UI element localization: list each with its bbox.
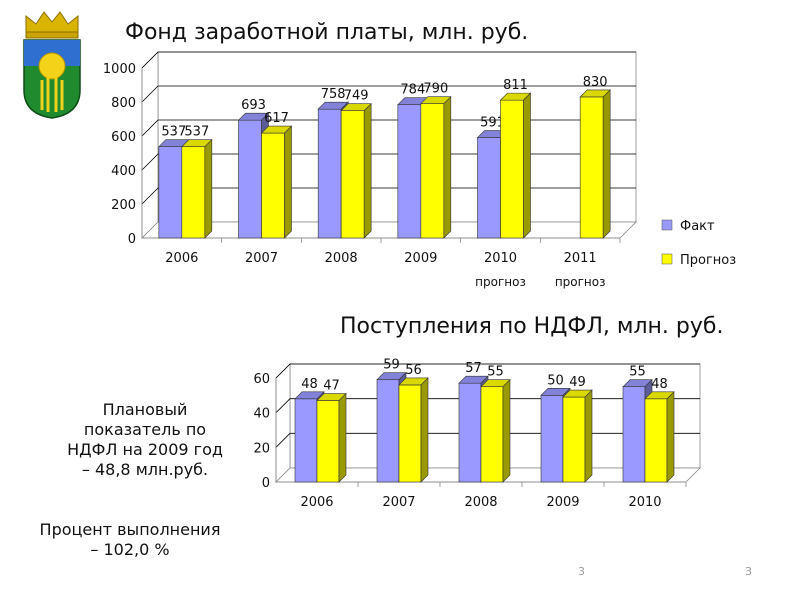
data-label: 758 <box>321 87 346 102</box>
bar-forecast <box>644 398 668 483</box>
x-tick-label: 2006 <box>165 251 198 266</box>
data-label: 790 <box>423 82 448 97</box>
gridline <box>141 119 636 137</box>
crown-icon <box>25 11 79 39</box>
plan-note-line: Плановый <box>102 400 188 419</box>
x-tick-label: 2008 <box>464 495 497 510</box>
y-tick-label: 60 <box>253 372 270 387</box>
y-tick-label: 600 <box>111 130 136 145</box>
data-label: 749 <box>344 89 369 104</box>
coat-of-arms-logo <box>23 11 81 119</box>
percent-note-line: – 102,0 % <box>90 540 170 559</box>
x-tick-sublabel: прогноз <box>475 275 526 289</box>
bar-side <box>443 95 452 239</box>
x-tick-label: 2008 <box>325 251 358 266</box>
x-tick-label: 2011 <box>564 251 597 266</box>
y-tick-label: 40 <box>253 407 270 422</box>
percent-note: Процент выполнения – 102,0 % <box>15 520 245 560</box>
plot-side-wall <box>275 363 291 483</box>
data-label: 56 <box>405 363 422 378</box>
plan-note: Плановый показатель по НДФЛ на 2009 год … <box>40 400 250 480</box>
percent-note-line: Процент выполнения <box>39 520 221 539</box>
shield-icon <box>23 39 81 119</box>
data-label: 48 <box>301 377 318 392</box>
x-tick-sublabel: прогноз <box>555 275 606 289</box>
x-tick-label: 2009 <box>404 251 437 266</box>
y-tick-label: 400 <box>111 164 136 179</box>
data-label: 591 <box>480 116 505 131</box>
data-label: 57 <box>465 361 482 376</box>
x-tick-label: 2010 <box>484 251 517 266</box>
bar-forecast <box>562 396 586 483</box>
y-tick-label: 200 <box>111 198 136 213</box>
bar-side <box>584 389 593 483</box>
bar-side <box>666 391 675 483</box>
x-tick-label: 2010 <box>628 495 661 510</box>
data-label: 693 <box>241 98 266 113</box>
legend-label: Факт <box>680 219 715 234</box>
data-label: 55 <box>487 365 504 380</box>
bar-side <box>363 102 372 239</box>
y-tick-label: 0 <box>262 476 270 491</box>
bar-fact <box>376 379 400 483</box>
bar-side <box>284 125 292 239</box>
x-tick-label: 2007 <box>245 251 278 266</box>
bar-side <box>502 378 511 483</box>
bar-fact <box>540 395 564 483</box>
chart1-title: Фонд заработной платы, млн. руб. <box>125 20 529 45</box>
gridline <box>275 363 700 379</box>
data-label: 49 <box>569 375 586 390</box>
data-label: 50 <box>547 373 564 388</box>
data-label: 811 <box>503 78 528 93</box>
y-tick-label: 20 <box>253 441 270 456</box>
gridline <box>141 187 636 205</box>
x-tick-label: 2009 <box>546 495 579 510</box>
page-number: 3 <box>745 565 752 578</box>
bar-forecast <box>316 400 340 483</box>
plan-note-line: НДФЛ на 2009 год <box>67 440 223 459</box>
y-tick-label: 800 <box>111 96 136 111</box>
bar-forecast <box>398 384 422 483</box>
data-label: 537 <box>161 125 186 140</box>
data-label: 830 <box>583 75 608 90</box>
bar-side <box>204 138 213 239</box>
data-label: 55 <box>629 365 646 380</box>
gridline <box>141 85 636 103</box>
bar-fact <box>622 386 646 483</box>
x-tick-label: 2006 <box>300 495 333 510</box>
data-label: 617 <box>264 111 289 126</box>
bar-side <box>420 377 429 483</box>
legend-swatch <box>661 253 673 265</box>
bar-forecast <box>480 386 504 483</box>
bar-fact <box>458 382 482 483</box>
page-number: 3 <box>578 565 585 578</box>
plan-note-line: – 48,8 млн.руб. <box>81 460 209 479</box>
plan-note-line: показатель по <box>83 420 207 439</box>
data-label: 784 <box>400 83 425 98</box>
chart2-title: Поступления по НДФЛ, млн. руб. <box>340 314 724 339</box>
legend-swatch <box>661 219 673 231</box>
bar-side <box>523 92 531 239</box>
legend-label: Прогноз <box>680 253 736 268</box>
y-tick-label: 0 <box>128 232 136 247</box>
data-label: 48 <box>651 377 668 392</box>
data-label: 537 <box>184 125 209 140</box>
bar-side <box>602 89 611 239</box>
data-label: 59 <box>383 358 400 373</box>
plot-back-wall <box>157 51 637 223</box>
bar-side <box>338 392 347 483</box>
data-label: 47 <box>323 379 340 394</box>
x-tick-label: 2007 <box>382 495 415 510</box>
gridline <box>141 153 636 171</box>
bar-fact <box>294 398 318 483</box>
gridline <box>141 51 636 69</box>
y-tick-label: 1000 <box>103 62 136 77</box>
